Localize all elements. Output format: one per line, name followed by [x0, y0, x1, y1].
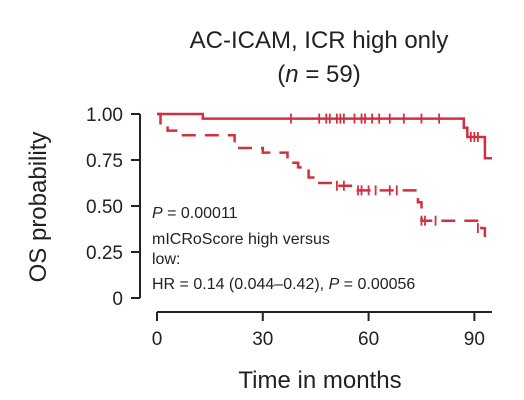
annotation-block: P = 0.00011 mICRoScore high versus low: … — [152, 205, 415, 293]
y-tick-label: 0.75 — [86, 151, 123, 172]
p-rest: = 0.00011 — [163, 205, 238, 222]
km-curve-high — [157, 112, 492, 160]
plot-lines — [157, 112, 492, 241]
y-axis-label: OS probability — [25, 132, 52, 283]
annotation-line-3: HR = 0.14 (0.044–0.42), P = 0.00056 — [152, 276, 415, 293]
x-tick-label: 30 — [252, 329, 273, 350]
chart-title: AC-ICAM, ICR high only — [190, 27, 449, 54]
annotation-line-1: mICRoScore high versus — [152, 231, 330, 248]
y-tick-label: 0.25 — [86, 243, 123, 264]
subtitle-rest: = 59) — [299, 61, 361, 88]
hr-rest: = 0.00056 — [339, 276, 415, 293]
y-tick-label: 0 — [112, 289, 123, 310]
annotation-line-2: low: — [152, 251, 180, 268]
hr-pre: HR = 0.14 (0.044–0.42), — [152, 276, 329, 293]
y-tick-label: 0.50 — [86, 197, 123, 218]
axes: 0 0.25 0.50 0.75 1.00 0 30 60 90 — [86, 105, 492, 350]
x-tick-label: 0 — [152, 329, 163, 350]
x-tick-label: 60 — [358, 329, 379, 350]
x-tick-label: 90 — [464, 329, 485, 350]
p-italic: P — [152, 205, 163, 222]
hr-p-italic: P — [329, 276, 340, 293]
chart-subtitle: (n = 59) — [277, 61, 360, 88]
annotation-p-value: P = 0.00011 — [152, 205, 238, 222]
subtitle-n: n — [285, 61, 298, 88]
y-tick-label: 1.00 — [86, 105, 123, 126]
x-axis-label: Time in months — [238, 367, 401, 394]
subtitle-open: ( — [277, 61, 285, 88]
